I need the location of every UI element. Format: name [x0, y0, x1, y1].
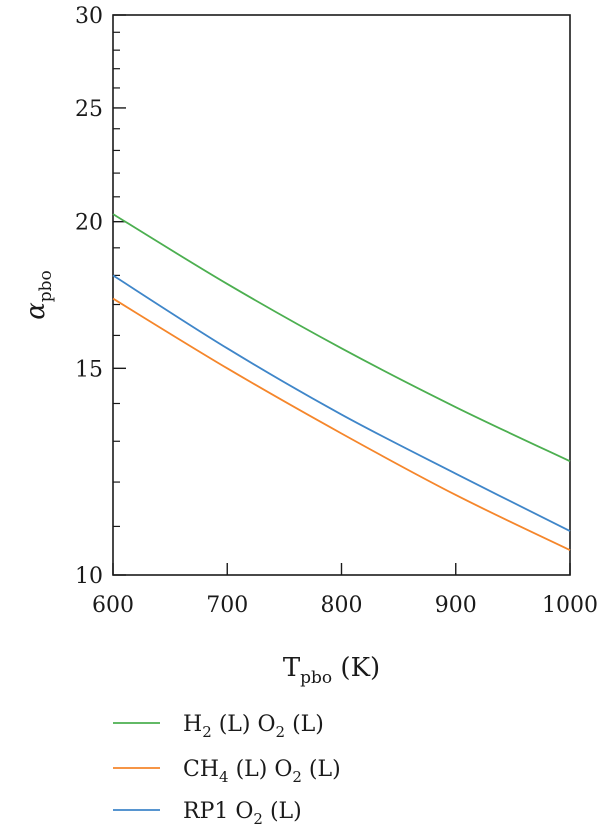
legend-item-rp1: RP1 O2 (L): [113, 799, 302, 828]
legend-h2-c: (L): [285, 712, 324, 737]
y-minor-ticks: [113, 31, 120, 528]
x-tick-label-1000: 1000: [542, 593, 598, 618]
x-axis-label-main: T: [283, 653, 301, 683]
series-lines: [112, 213, 571, 551]
y-tick-label-20: 20: [75, 211, 103, 236]
legend-label-ch4: CH4 (L) O2 (L): [183, 757, 341, 786]
legend-label-rp1: RP1 O2 (L): [183, 799, 302, 828]
y-axis-label-main: α: [21, 302, 51, 320]
x-axis-label: Tpbo (K): [283, 653, 380, 688]
y-tick-label-15: 15: [75, 357, 103, 382]
legend-ch4-b: (L) O: [229, 757, 293, 782]
y-tick-label-10: 10: [75, 564, 103, 589]
y-axis-label: αpbo: [21, 270, 56, 320]
x-axis-label-unit: (K): [332, 653, 380, 683]
legend-ch4-b-sub: 2: [292, 768, 302, 786]
legend-h2-a-sub: 2: [202, 723, 212, 741]
x-ticks: 600 700 800 900 1000: [92, 563, 598, 618]
series-line-ch4: [112, 297, 571, 551]
x-tick-label-700: 700: [206, 593, 248, 618]
legend-rp1-b: (L): [263, 799, 302, 824]
legend: H2 (L) O2 (L) CH4 (L) O2 (L) RP1 O2 (L): [113, 712, 341, 828]
legend-h2-b-sub: 2: [276, 723, 286, 741]
legend-rp1-a: RP1 O: [183, 799, 253, 824]
legend-ch4-c: (L): [302, 757, 341, 782]
y-tick-label-30: 30: [75, 4, 103, 29]
legend-h2-b: (L) O: [212, 712, 276, 737]
y-major-ticks: 10 15 20 25 30: [75, 4, 126, 589]
plot-frame: [112, 14, 571, 576]
legend-ch4-a: CH: [183, 757, 219, 782]
x-tick-label-600: 600: [92, 593, 134, 618]
legend-item-ch4: CH4 (L) O2 (L): [113, 757, 341, 786]
y-axis-label-sub: pbo: [36, 270, 56, 302]
legend-item-h2: H2 (L) O2 (L): [113, 712, 324, 741]
x-axis-label-sub: pbo: [300, 668, 332, 688]
legend-rp1-a-sub: 2: [253, 810, 263, 828]
plot-area: 10 15 20 25 30 600 700 800 900 1000: [75, 4, 598, 618]
legend-label-h2: H2 (L) O2 (L): [183, 712, 324, 741]
legend-ch4-a-sub: 4: [219, 768, 229, 786]
series-line-rp1: [112, 274, 571, 532]
x-tick-label-900: 900: [435, 593, 477, 618]
legend-h2-a: H: [183, 712, 202, 737]
x-tick-label-800: 800: [321, 593, 363, 618]
y-tick-label-25: 25: [75, 97, 103, 122]
series-line-h2: [112, 213, 571, 463]
